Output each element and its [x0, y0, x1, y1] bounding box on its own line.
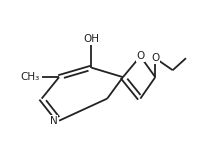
- Text: OH: OH: [83, 34, 100, 44]
- Text: O: O: [151, 53, 159, 63]
- Text: O: O: [136, 51, 144, 61]
- Text: N: N: [50, 116, 57, 126]
- Text: CH₃: CH₃: [21, 72, 40, 82]
